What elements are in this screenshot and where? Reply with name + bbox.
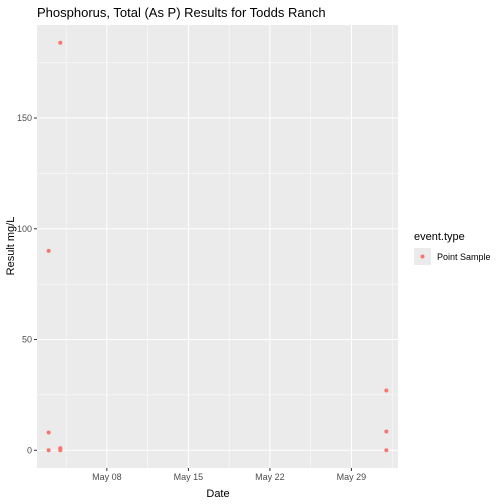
major-gridlines xyxy=(37,25,398,468)
data-point xyxy=(58,447,63,452)
x-tick-label: May 22 xyxy=(255,472,285,482)
y-tick-label: 0 xyxy=(27,445,32,455)
x-tick-label: May 15 xyxy=(174,472,204,482)
y-tick-label: 100 xyxy=(17,224,32,234)
legend-label-point-sample: Point Sample xyxy=(437,252,491,262)
legend-key-point xyxy=(420,254,425,259)
legend: event.type Point Sample xyxy=(414,231,491,265)
data-point xyxy=(46,448,51,453)
x-tick-label: May 29 xyxy=(337,472,367,482)
x-axis-title: Date xyxy=(206,488,229,500)
y-tick-label: 50 xyxy=(22,335,32,345)
x-tick-label: May 08 xyxy=(92,472,122,482)
plot-panel xyxy=(37,25,398,468)
x-axis-ticks: May 08 May 15 May 22 May 29 xyxy=(92,468,366,482)
y-axis-title: Result mg/L xyxy=(5,217,17,276)
chart-title: Phosphorus, Total (As P) Results for Tod… xyxy=(37,5,326,20)
y-axis-ticks: 0 50 100 150 xyxy=(17,113,37,455)
y-tick-label: 150 xyxy=(17,113,32,123)
minor-gridlines xyxy=(37,25,398,468)
legend-title: event.type xyxy=(414,231,465,243)
data-point xyxy=(384,448,389,453)
data-point xyxy=(46,248,51,253)
data-point xyxy=(384,429,389,434)
data-point xyxy=(58,40,63,45)
data-points xyxy=(46,40,389,453)
data-point xyxy=(46,430,51,435)
data-point xyxy=(384,388,389,393)
